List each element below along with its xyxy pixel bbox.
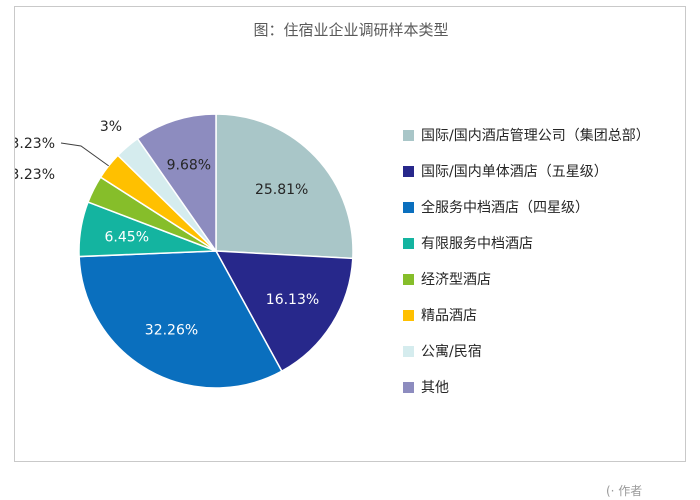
data-label-7: 9.68% xyxy=(167,158,211,174)
legend-item-1: 国际/国内单体酒店（五星级） xyxy=(403,153,650,189)
pie-slice-7 xyxy=(136,113,217,254)
data-label-0: 25.81% xyxy=(255,182,308,198)
legend-item-3: 有限服务中档酒店 xyxy=(403,225,650,261)
legend-swatch-3 xyxy=(403,237,414,249)
legend-swatch-0 xyxy=(403,129,414,141)
data-label-6: 3% xyxy=(100,119,122,135)
pie-slice-1 xyxy=(214,250,354,373)
data-label-4: 3.23% xyxy=(15,167,55,183)
legend-item-6: 公寓/民宿 xyxy=(403,333,650,369)
data-label-3: 6.45% xyxy=(105,229,149,245)
legend-label-4: 经济型酒店 xyxy=(421,272,491,288)
legend-swatch-6 xyxy=(403,345,414,357)
pie-slice-2 xyxy=(78,250,283,389)
legend: 国际/国内酒店管理公司（集团总部） 国际/国内单体酒店（五星级） 全服务中档酒店（四… xyxy=(403,117,650,405)
leader-line-5 xyxy=(60,142,109,167)
legend-item-5: 精品酒店 xyxy=(403,297,650,333)
legend-label-6: 公寓/民宿 xyxy=(421,344,482,360)
legend-swatch-1 xyxy=(403,165,414,177)
chart-title: 图：住宿业企业调研样本类型 xyxy=(253,21,449,39)
legend-label-3: 有限服务中档酒店 xyxy=(421,236,533,252)
legend-item-4: 经济型酒店 xyxy=(403,261,650,297)
legend-label-0: 国际/国内酒店管理公司（集团总部） xyxy=(421,128,650,144)
legend-label-7: 其他 xyxy=(421,380,449,396)
data-label-5: 3.23% xyxy=(15,136,55,152)
legend-label-5: 精品酒店 xyxy=(421,308,477,324)
pie-chart: 25.81% 16.13% 32.26% 6.45% 3.23% 3.23% 3% 9.68% xyxy=(15,113,354,389)
legend-item-2: 全服务中档酒店（四星级） xyxy=(403,189,650,225)
watermark-text: (· 作者 xyxy=(606,484,643,498)
legend-label-2: 全服务中档酒店（四星级） xyxy=(421,200,589,216)
pie-slice-0 xyxy=(215,113,354,260)
legend-swatch-4 xyxy=(403,273,414,285)
legend-item-7: 其他 xyxy=(403,369,650,405)
legend-swatch-7 xyxy=(403,381,414,393)
chart-frame: 图：住宿业企业调研样本类型 25.81% 16.13% 32.26% 6.45% 3.2… xyxy=(14,6,686,462)
legend-swatch-5 xyxy=(403,309,414,321)
legend-item-0: 国际/国内酒店管理公司（集团总部） xyxy=(403,117,650,153)
data-label-1: 16.13% xyxy=(266,292,319,308)
legend-label-1: 国际/国内单体酒店（五星级） xyxy=(421,164,608,180)
legend-swatch-2 xyxy=(403,201,414,213)
data-label-2: 32.26% xyxy=(145,323,198,339)
